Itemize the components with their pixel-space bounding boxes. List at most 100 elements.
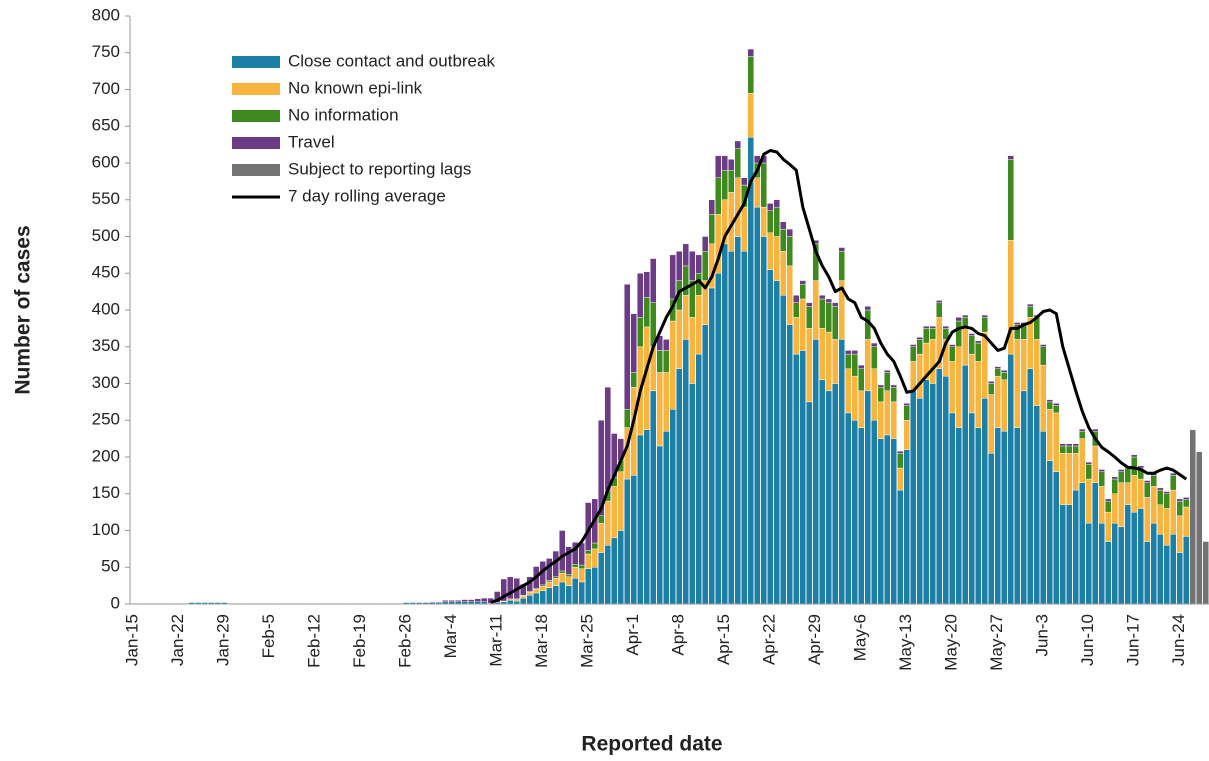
- bar-segment: [500, 578, 507, 602]
- bar-segment: [923, 328, 930, 344]
- bar-segment: [682, 339, 689, 605]
- bar-segment: [1001, 379, 1008, 432]
- x-tick-label: Jun-10: [1078, 614, 1097, 666]
- bar-segment: [949, 412, 956, 605]
- bar-segment: [1170, 489, 1177, 535]
- bar-segment: [780, 250, 787, 296]
- bar-segment: [507, 598, 514, 601]
- bar-segment: [728, 159, 735, 171]
- x-tick-label: Apr-29: [805, 614, 824, 665]
- bar-segment: [734, 177, 741, 237]
- bar-segment: [1170, 472, 1177, 476]
- bar-segment: [845, 350, 852, 355]
- bar-segment: [715, 273, 722, 605]
- bar-segment: [968, 335, 975, 355]
- bar-segment: [572, 564, 579, 568]
- bar-segment: [780, 221, 787, 230]
- bar-segment: [799, 298, 806, 351]
- bar-segment: [702, 236, 709, 252]
- legend-label: 7 day rolling average: [288, 186, 446, 205]
- bar-segment: [591, 548, 598, 568]
- bar-segment: [936, 300, 943, 303]
- bar-segment: [598, 522, 605, 553]
- x-tick-label: Feb-5: [259, 614, 278, 658]
- legend-label: Close contact and outbreak: [288, 51, 495, 70]
- x-tick-label: Jun-3: [1033, 614, 1052, 657]
- bar-segment: [955, 317, 962, 322]
- bar-segment: [1098, 486, 1105, 524]
- bar-segment: [1027, 303, 1034, 307]
- bar-segment: [1144, 497, 1151, 542]
- bar-segment: [988, 453, 995, 605]
- bar-segment: [1079, 438, 1086, 483]
- bar-segment: [962, 364, 969, 605]
- bar-segment: [1118, 469, 1125, 472]
- bar-segment: [1066, 504, 1073, 605]
- bar-segment: [552, 576, 559, 579]
- x-tick-label: May-13: [896, 614, 915, 671]
- bar-segment: [604, 500, 611, 546]
- bar-segment: [838, 339, 845, 605]
- bar-segment: [617, 471, 624, 531]
- bar-segment: [858, 390, 865, 428]
- bar-segment: [877, 438, 884, 605]
- bar-segment: [1183, 536, 1190, 605]
- bar-segment: [1001, 431, 1008, 605]
- bar-segment: [695, 254, 702, 274]
- bar-segment: [903, 403, 910, 406]
- bar-segment: [474, 598, 481, 602]
- bar-segment: [656, 350, 663, 373]
- y-tick-label: 500: [92, 226, 120, 245]
- bar-segment: [864, 390, 871, 605]
- bar-segment: [890, 384, 897, 388]
- bar-segment: [1150, 522, 1157, 605]
- bar-segment: [1157, 504, 1164, 535]
- bar-segment: [851, 350, 858, 355]
- x-tick-label: May-20: [942, 614, 961, 671]
- bar-segment: [897, 489, 904, 605]
- bar-segment: [832, 302, 839, 307]
- bar-segment: [1176, 500, 1183, 517]
- bar-segment: [767, 232, 774, 270]
- bar-segment: [1092, 482, 1099, 605]
- bar-segment: [682, 243, 689, 267]
- bar-segment: [1183, 506, 1190, 537]
- bar-segment: [851, 420, 858, 605]
- bar-segment: [760, 236, 767, 605]
- bar-segment: [676, 250, 683, 281]
- bar-segment: [1066, 445, 1073, 454]
- bar-segment: [845, 368, 852, 414]
- bar-segment: [721, 170, 728, 200]
- legend-label: No information: [288, 105, 399, 124]
- legend-label: Travel: [288, 132, 335, 151]
- bar-segment: [643, 297, 650, 328]
- bar-segment: [1040, 344, 1047, 347]
- bar-segment: [858, 427, 865, 605]
- bar-segment: [1033, 339, 1040, 406]
- bar-segment: [949, 344, 956, 347]
- bar-segment: [975, 427, 982, 605]
- bar-segment: [728, 170, 735, 193]
- x-tick-label: May-6: [851, 614, 870, 661]
- bar-segment: [1072, 453, 1079, 491]
- bar-segment: [903, 420, 910, 450]
- x-tick-label: Feb-19: [350, 614, 369, 668]
- bar-segment: [936, 368, 943, 605]
- bar-segment: [604, 386, 611, 491]
- bar-segment: [676, 368, 683, 605]
- bar-segment: [429, 601, 436, 603]
- bar-segment: [897, 467, 904, 491]
- bar-segment: [949, 361, 956, 414]
- bar-segment: [994, 368, 1001, 377]
- bar-segment: [890, 438, 897, 605]
- bar-segment: [559, 581, 566, 605]
- bar-segment: [1066, 443, 1073, 447]
- bar-segment: [773, 280, 780, 605]
- bar-segment: [637, 434, 644, 605]
- bar-segment: [559, 572, 566, 583]
- bar-segment: [630, 475, 637, 605]
- bar-segment: [526, 594, 533, 605]
- bar-segment: [572, 542, 579, 565]
- bar-segment: [624, 478, 631, 605]
